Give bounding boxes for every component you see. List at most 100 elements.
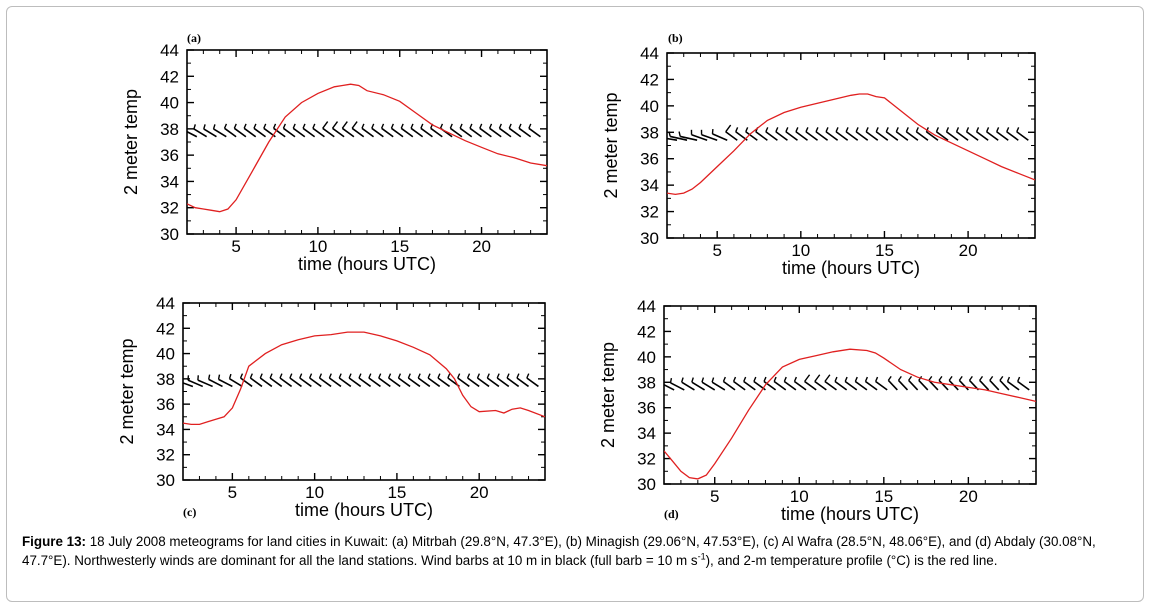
panel-b-wind-barb xyxy=(678,131,698,141)
panel-a-wind-barb xyxy=(302,123,316,138)
panel-a-wind-barb xyxy=(322,121,335,138)
panel-b-xlabel: time (hours UTC) xyxy=(782,258,920,278)
panel-a-wind-barb xyxy=(361,123,375,138)
panel-d-wind-barb xyxy=(928,376,939,391)
panel-a-wind-barb xyxy=(212,124,227,138)
panel-a-wind-barb xyxy=(498,123,512,138)
panel-d-wind-barb xyxy=(844,376,858,391)
panel-b-wind-barb xyxy=(711,129,728,141)
panel-c-wind-barb xyxy=(338,373,352,388)
panel-d-wind-barb xyxy=(722,376,736,391)
panel-a-ytick-label: 44 xyxy=(160,41,179,60)
panel-c-wind-barb xyxy=(228,373,243,388)
panel-c-wind-barb xyxy=(217,374,233,388)
panel-d-ytick-label: 32 xyxy=(637,450,656,469)
panel-b-ytick-label: 34 xyxy=(640,176,659,195)
panel-d-xtick-label: 5 xyxy=(710,487,719,506)
panel-b-wind-barb xyxy=(745,127,758,141)
panel-c-wind-barb xyxy=(437,373,451,388)
panel-d-ytick-label: 30 xyxy=(637,475,656,494)
panel-c-wind-barb xyxy=(387,373,401,388)
panel-a-wind-barb xyxy=(282,123,296,138)
panel-c-wind-barbs xyxy=(183,373,539,388)
panel-c-wind-barb xyxy=(526,373,539,388)
panel-d-wind-barb xyxy=(814,374,827,391)
panel-a-wind-barb xyxy=(223,123,237,138)
panel-c-ytick-label: 30 xyxy=(156,471,175,490)
panel-a-wind-barb xyxy=(331,121,345,138)
panel-a-xtick-label: 15 xyxy=(390,237,409,256)
panel-d-ytick-label: 34 xyxy=(637,424,656,443)
panel-b-wind-barb xyxy=(905,127,919,141)
panel-b-wind-barb xyxy=(845,127,859,141)
panel-c-wind-barb xyxy=(299,373,312,388)
panel-c-ytick-label: 34 xyxy=(156,420,175,439)
panel-b-wind-barb xyxy=(765,127,778,141)
panel-d-wind-barb xyxy=(1017,376,1030,391)
panel-b: 30 32 34 36 38 40 42 44 5 10 15 20 time (hours UTC) 2… xyxy=(601,31,1036,278)
panel-c-xtick-label: 20 xyxy=(470,483,489,502)
panel-d-ytick-label: 38 xyxy=(637,373,656,392)
panel-d-wind-barb xyxy=(763,376,777,391)
panel-c-wind-barb xyxy=(397,373,411,388)
panel-c-wind-barb xyxy=(466,373,480,388)
panel-c-wind-barb xyxy=(506,373,520,388)
panel-b-wind-barb xyxy=(865,127,879,141)
panel-b-temperature-line xyxy=(667,93,1035,196)
panel-b-ytick-label: 40 xyxy=(640,97,659,116)
panel-d-wind-barb xyxy=(864,376,878,391)
panel-d-wind-barb xyxy=(691,377,705,391)
panel-b-wind-barb xyxy=(1016,127,1029,141)
panel-d-ytick-label: 36 xyxy=(637,399,656,418)
panel-c-wind-barb xyxy=(407,373,421,388)
panel-a-wind-barb xyxy=(243,123,257,138)
panel-a-wind-barb xyxy=(390,123,404,138)
panel-c-wind-barb xyxy=(496,373,510,388)
panel-c-panel-label: (c) xyxy=(183,505,196,519)
panel-c-wind-barb xyxy=(457,373,470,388)
caption-text-1: 18 July 2008 meteograms for land cities … xyxy=(22,534,1096,568)
panel-a-ytick-label: 38 xyxy=(160,120,179,139)
panel-b-ytick-label: 42 xyxy=(640,70,659,89)
panel-b-wind-barb xyxy=(915,127,929,141)
panel-d-wind-barb xyxy=(773,376,787,391)
panel-a: 30 32 34 36 38 40 42 44 5 10 15 20 time (hours UTC) 2… xyxy=(121,31,548,274)
panel-b-wind-barb xyxy=(935,127,949,141)
panel-a-wind-barb xyxy=(459,123,473,138)
panel-d-wind-barb xyxy=(938,376,949,391)
panel-d-xlabel: time (hours UTC) xyxy=(781,504,919,524)
panel-b-wind-barb xyxy=(775,127,788,141)
panel-b-wind-barb xyxy=(885,127,899,141)
panel-a-wind-barb xyxy=(508,123,522,138)
panel-b-ytick-label: 44 xyxy=(640,44,659,63)
panel-a-wind-barb xyxy=(233,123,247,138)
panel-b-wind-barb xyxy=(755,127,768,141)
panel-d-xtick-label: 10 xyxy=(790,487,809,506)
caption-text-2: ), and 2-m temperature profile (°C) is t… xyxy=(705,553,998,568)
panel-b-xtick-label: 5 xyxy=(712,241,721,260)
panel-d-wind-barb xyxy=(824,374,837,391)
panel-c-plot-frame xyxy=(182,302,546,481)
panel-d-wind-barb xyxy=(958,376,969,391)
panel-c-ytick-label: 44 xyxy=(156,294,175,313)
panel-a-plot-frame xyxy=(186,49,548,235)
panel-b-wind-barb xyxy=(875,127,889,141)
panel-b-wind-barb xyxy=(925,127,939,141)
panel-d-temperature-line xyxy=(664,348,1036,480)
panel-d-xtick-label: 15 xyxy=(874,487,893,506)
caption-label: Figure 13: xyxy=(22,534,86,549)
panel-d-ytick-label: 42 xyxy=(637,322,656,341)
panel-c-wind-barb xyxy=(187,375,204,388)
panel-d-wind-barb xyxy=(664,383,675,391)
panel-b-wind-barb xyxy=(700,129,718,141)
panel-b-wind-barb xyxy=(996,127,1009,141)
panel-d-wind-barb xyxy=(701,377,716,391)
panel-d-wind-barb xyxy=(804,374,817,391)
panel-b-wind-barbs xyxy=(667,124,1029,142)
panel-d-wind-barb xyxy=(887,376,898,391)
panel-b-ylabel: 2 meter temp xyxy=(601,92,621,198)
panel-a-wind-barb xyxy=(341,121,355,138)
panel-b-wind-barb xyxy=(815,127,829,141)
panel-d-ylabel: 2 meter temp xyxy=(598,342,618,448)
panel-d-ytick-label: 44 xyxy=(637,297,656,316)
